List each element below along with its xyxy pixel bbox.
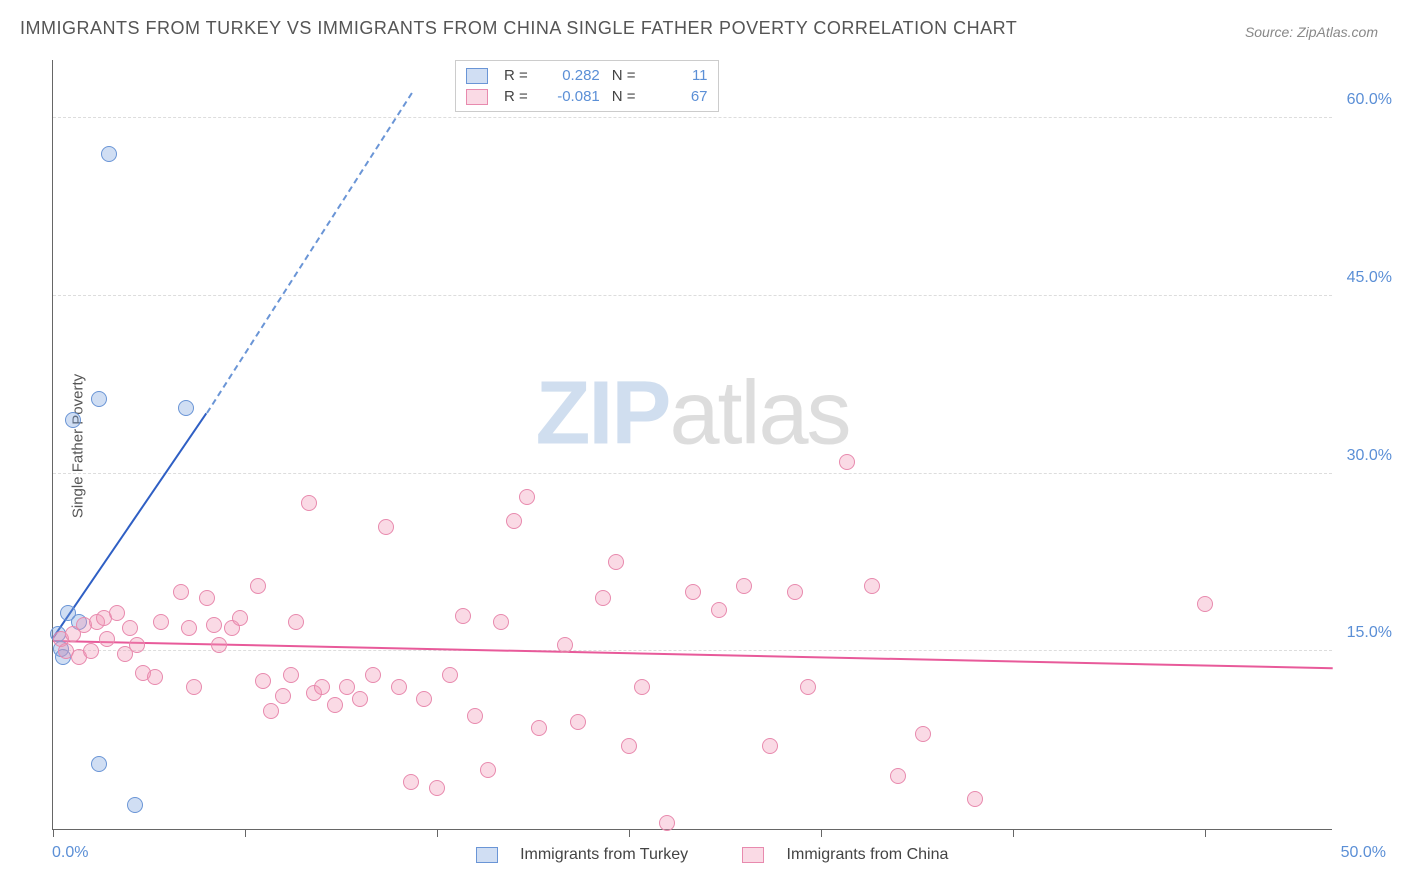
scatter-point xyxy=(339,679,355,695)
scatter-point xyxy=(634,679,650,695)
scatter-point xyxy=(232,610,248,626)
gridline xyxy=(53,117,1332,118)
scatter-point xyxy=(83,643,99,659)
scatter-point xyxy=(127,797,143,813)
scatter-point xyxy=(91,391,107,407)
scatter-point xyxy=(736,578,752,594)
x-tick xyxy=(437,829,438,837)
x-tick xyxy=(821,829,822,837)
scatter-point xyxy=(595,590,611,606)
scatter-point xyxy=(178,400,194,416)
scatter-point xyxy=(762,738,778,754)
scatter-point xyxy=(480,762,496,778)
x-tick xyxy=(1205,829,1206,837)
scatter-point xyxy=(1197,596,1213,612)
scatter-point xyxy=(101,146,117,162)
y-tick-label: 45.0% xyxy=(1347,269,1392,287)
legend-series-item: Immigrants from China xyxy=(724,846,948,863)
scatter-point xyxy=(186,679,202,695)
y-tick-label: 60.0% xyxy=(1347,91,1392,109)
scatter-point xyxy=(99,631,115,647)
scatter-point xyxy=(557,637,573,653)
scatter-point xyxy=(506,513,522,529)
scatter-point xyxy=(314,679,330,695)
legend-series-item: Immigrants from Turkey xyxy=(458,846,688,863)
scatter-point xyxy=(416,691,432,707)
scatter-point xyxy=(493,614,509,630)
scatter-point xyxy=(255,673,271,689)
chart-title: IMMIGRANTS FROM TURKEY VS IMMIGRANTS FRO… xyxy=(20,18,1017,39)
x-tick xyxy=(53,829,54,837)
source-label: Source: ZipAtlas.com xyxy=(1245,24,1378,40)
scatter-point xyxy=(685,584,701,600)
gridline xyxy=(53,295,1332,296)
scatter-point xyxy=(211,637,227,653)
scatter-point xyxy=(455,608,471,624)
legend-stats-row: R =-0.081N =67 xyxy=(466,86,708,107)
series-legend: Immigrants from Turkey Immigrants from C… xyxy=(0,846,1406,864)
x-tick xyxy=(245,829,246,837)
scatter-point xyxy=(65,412,81,428)
scatter-point xyxy=(91,756,107,772)
scatter-point xyxy=(890,768,906,784)
scatter-point xyxy=(250,578,266,594)
scatter-point xyxy=(608,554,624,570)
trend-line xyxy=(52,413,207,639)
scatter-point xyxy=(659,815,675,831)
scatter-point xyxy=(839,454,855,470)
scatter-point xyxy=(109,605,125,621)
scatter-point xyxy=(787,584,803,600)
legend-stats-row: R =0.282N =11 xyxy=(466,65,708,86)
scatter-point xyxy=(206,617,222,633)
scatter-point xyxy=(288,614,304,630)
scatter-point xyxy=(711,602,727,618)
x-tick xyxy=(1013,829,1014,837)
scatter-point xyxy=(173,584,189,600)
stats-legend: R =0.282N =11R =-0.081N =67 xyxy=(455,60,719,112)
scatter-point xyxy=(378,519,394,535)
scatter-point xyxy=(519,489,535,505)
scatter-point xyxy=(967,791,983,807)
scatter-point xyxy=(621,738,637,754)
gridline xyxy=(53,473,1332,474)
scatter-point xyxy=(429,780,445,796)
scatter-point xyxy=(263,703,279,719)
scatter-point xyxy=(570,714,586,730)
scatter-point xyxy=(199,590,215,606)
scatter-point xyxy=(327,697,343,713)
scatter-point xyxy=(531,720,547,736)
scatter-point xyxy=(122,620,138,636)
scatter-point xyxy=(915,726,931,742)
scatter-plot: ZIPatlas 15.0%30.0%45.0%60.0% xyxy=(52,60,1332,830)
scatter-point xyxy=(864,578,880,594)
trend-line xyxy=(53,640,1333,669)
scatter-point xyxy=(800,679,816,695)
y-tick-label: 15.0% xyxy=(1347,624,1392,642)
scatter-point xyxy=(153,614,169,630)
scatter-point xyxy=(275,688,291,704)
scatter-point xyxy=(301,495,317,511)
scatter-point xyxy=(129,637,145,653)
x-tick xyxy=(629,829,630,837)
scatter-point xyxy=(467,708,483,724)
scatter-point xyxy=(352,691,368,707)
scatter-point xyxy=(147,669,163,685)
scatter-point xyxy=(442,667,458,683)
scatter-point xyxy=(283,667,299,683)
scatter-point xyxy=(391,679,407,695)
y-tick-label: 30.0% xyxy=(1347,447,1392,465)
trend-line-dashed xyxy=(206,93,412,414)
scatter-point xyxy=(365,667,381,683)
scatter-point xyxy=(181,620,197,636)
scatter-point xyxy=(403,774,419,790)
gridline xyxy=(53,650,1332,651)
watermark: ZIPatlas xyxy=(535,362,849,465)
